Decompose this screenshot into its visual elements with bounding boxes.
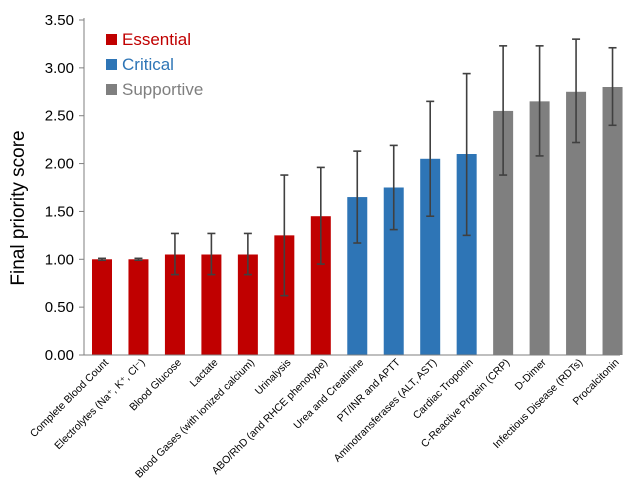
y-tick-label: 0.00: [45, 347, 74, 364]
legend-swatch: [106, 34, 117, 45]
bar: [310, 216, 331, 355]
bar: [420, 158, 441, 355]
legend-swatch: [106, 84, 117, 95]
error-bars: [98, 38, 617, 297]
y-axis-label: Final priority score: [8, 130, 29, 285]
bar: [201, 254, 222, 355]
y-tick-label: 1.50: [45, 203, 74, 220]
y-tick-label: 3.50: [45, 12, 74, 29]
y-axis: 0.00 0.50 1.00 1.50 2.00 2.50 3.00 3.50: [45, 12, 85, 364]
bar: [529, 101, 550, 355]
legend-label: Essential: [122, 30, 191, 49]
legend-swatch: [106, 59, 117, 70]
bar: [383, 187, 404, 355]
x-tick-label: Lactate: [188, 357, 221, 390]
bar: [456, 154, 477, 355]
legend-label: Supportive: [122, 80, 203, 99]
bar: [237, 254, 258, 355]
y-tick-label: 1.00: [45, 251, 74, 268]
y-tick-label: 2.50: [45, 108, 74, 125]
bar: [128, 259, 149, 355]
y-tick-label: 2.00: [45, 156, 74, 173]
x-tick-label: Urea and Creatinine: [291, 357, 366, 432]
legend-label: Critical: [122, 55, 174, 74]
bar: [602, 87, 623, 355]
y-tick-label: 0.50: [45, 299, 74, 316]
bar: [347, 197, 368, 355]
bar: [566, 91, 587, 356]
y-tick-label: 3.00: [45, 60, 74, 77]
x-tick-label: D-Dimer: [513, 356, 549, 392]
bar: [92, 259, 112, 355]
x-tick-label: PT/INR and APTT: [335, 356, 403, 424]
bar: [164, 254, 185, 355]
bar: [493, 110, 514, 355]
legend: Essential Critical Supportive: [106, 30, 203, 99]
